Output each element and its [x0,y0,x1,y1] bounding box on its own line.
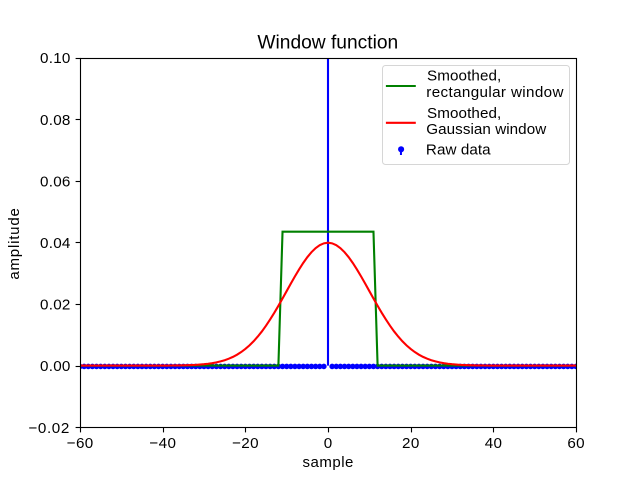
svg-text:−20: −20 [232,435,259,452]
svg-text:0.08: 0.08 [40,112,71,129]
svg-text:−40: −40 [149,435,176,452]
svg-text:0.00: 0.00 [40,358,71,375]
svg-text:sample: sample [303,454,354,471]
svg-text:0.06: 0.06 [40,173,71,190]
svg-text:Gaussian window: Gaussian window [426,121,546,138]
svg-text:60: 60 [567,435,585,452]
svg-text:0.02: 0.02 [40,297,71,314]
svg-text:40: 40 [485,435,503,452]
svg-text:Raw data: Raw data [426,142,491,159]
svg-text:0: 0 [324,435,333,452]
svg-text:0.10: 0.10 [40,50,71,67]
svg-text:Window function: Window function [257,33,398,54]
svg-text:Smoothed,: Smoothed, [427,68,501,85]
svg-text:20: 20 [402,435,420,452]
svg-text:amplitude: amplitude [6,207,23,279]
svg-text:rectangular window: rectangular window [426,84,564,101]
svg-text:−0.02: −0.02 [28,420,69,437]
svg-text:0.04: 0.04 [40,235,71,252]
svg-text:−60: −60 [67,435,94,452]
svg-text:Smoothed,: Smoothed, [427,105,501,122]
